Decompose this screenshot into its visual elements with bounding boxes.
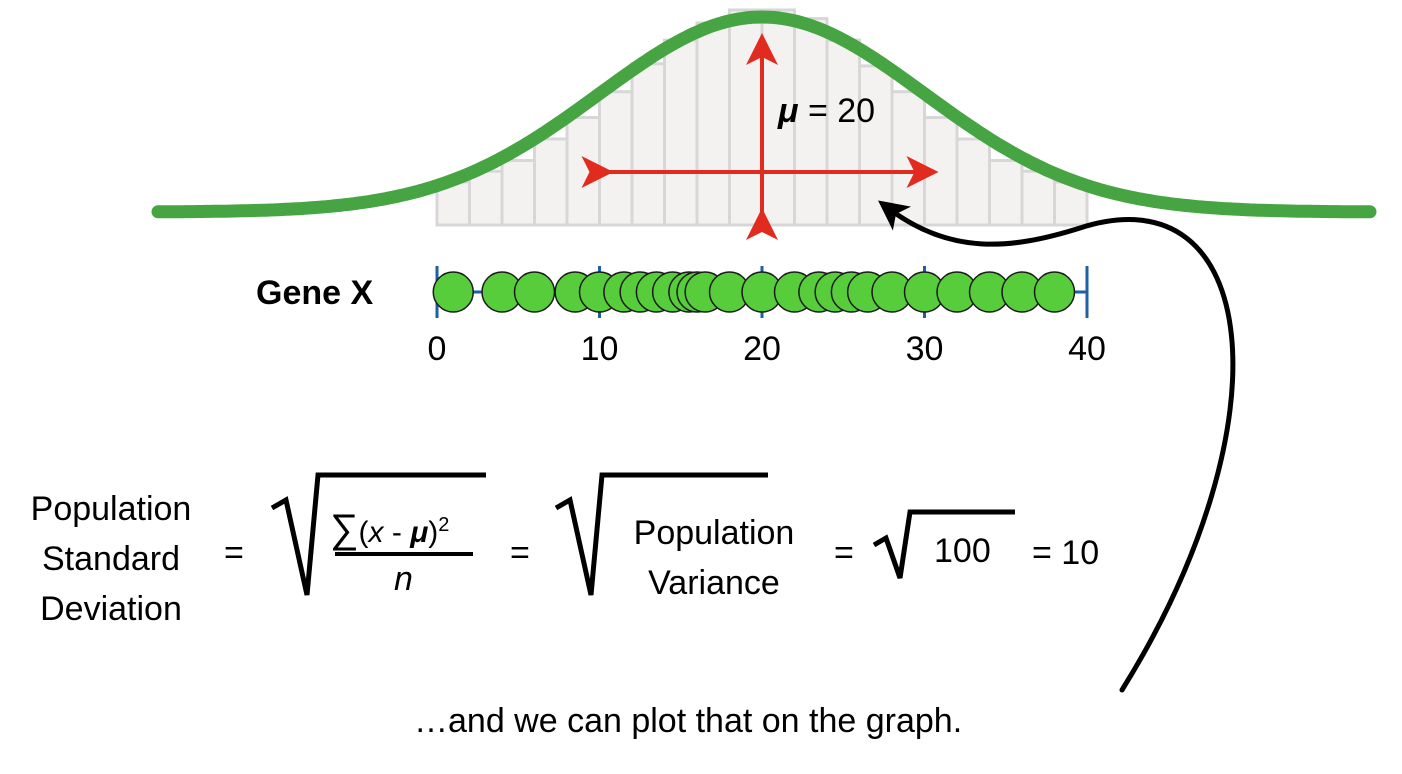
data-point — [1033, 271, 1076, 313]
histogram-bar — [533, 137, 569, 227]
gene-label: Gene X — [256, 274, 374, 312]
histogram-bar — [663, 38, 699, 227]
equals-1: = — [224, 534, 244, 572]
axis-tick-label: 0 — [427, 330, 447, 368]
sqrt-sign-3 — [872, 509, 1015, 579]
lhs-line-2: Standard — [42, 540, 180, 578]
equals-3: = — [834, 534, 854, 572]
num-close: ) — [428, 516, 439, 549]
data-point — [432, 271, 474, 313]
root-value: 100 — [934, 532, 991, 570]
num-minus: - — [383, 516, 411, 549]
axis-tick-label: 40 — [1068, 330, 1106, 368]
histogram-bar — [500, 159, 536, 227]
lhs-line-1: Population — [30, 490, 192, 528]
variance-line-2: Variance — [648, 564, 780, 602]
num-x: x — [368, 516, 384, 549]
num-open: ( — [358, 516, 369, 549]
histogram-bars — [435, 8, 1089, 227]
numerator: ∑(x - μ)2 — [330, 509, 449, 549]
data-points — [432, 271, 1076, 313]
num-mu: μ — [410, 516, 429, 549]
axis-tick-label: 20 — [743, 330, 781, 368]
pointer-arrow — [878, 200, 1236, 693]
histogram-bar — [598, 90, 634, 227]
sum-symbol: ∑ — [330, 507, 359, 551]
mean-label: μ = 20 — [778, 94, 875, 128]
histogram-bar — [695, 21, 731, 227]
num-exponent: 2 — [438, 514, 450, 536]
axis-tick-label: 30 — [905, 330, 944, 368]
histogram-bar — [825, 38, 861, 227]
histogram-bar — [630, 62, 666, 227]
data-point — [513, 271, 556, 313]
histogram-bar — [988, 159, 1024, 227]
mu-value: = 20 — [807, 92, 876, 130]
variance-text: Population Variance — [606, 508, 822, 608]
histogram-bar — [955, 137, 991, 227]
lhs-line-3: Deviation — [40, 590, 182, 628]
formula-lhs: Population Standard Deviation — [6, 484, 216, 634]
normal-curve — [151, 10, 1377, 219]
histogram-bar — [793, 17, 829, 227]
sqrt-sign-1 — [270, 472, 486, 596]
axis-tick-label: 10 — [580, 330, 619, 368]
variance-line-1: Population — [633, 514, 795, 552]
histogram-bar — [468, 169, 504, 227]
histogram-bar — [923, 116, 959, 227]
mu-symbol: μ — [778, 92, 799, 130]
denominator: n — [394, 560, 413, 598]
histogram-bar — [728, 8, 764, 227]
caption: …and we can plot that on the graph. — [414, 702, 963, 740]
result: = 10 — [1032, 534, 1100, 572]
histogram-bar — [1020, 169, 1056, 227]
histogram-bar — [858, 64, 894, 227]
mean-arrows — [581, 33, 939, 240]
sqrt-sign-2 — [554, 472, 768, 596]
equals-2: = — [510, 534, 530, 572]
histogram-bar — [565, 116, 601, 227]
histogram-bar — [890, 90, 926, 227]
